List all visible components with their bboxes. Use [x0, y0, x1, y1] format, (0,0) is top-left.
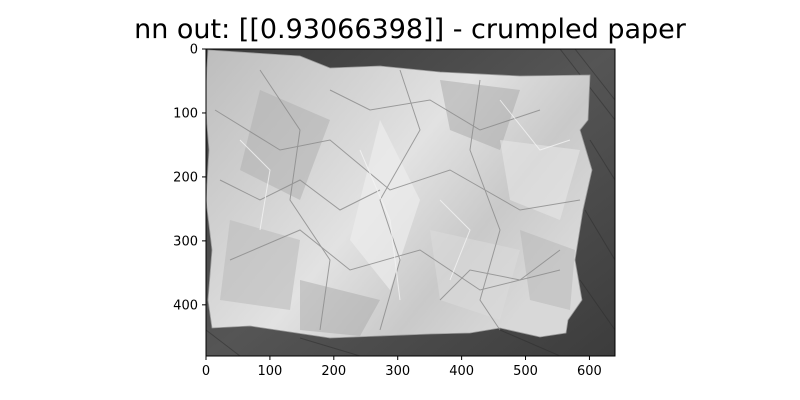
- highlight-lines: [239, 99, 571, 301]
- x-tick-label: 200: [321, 364, 346, 379]
- crumpled-paper-image: [206, 49, 615, 356]
- paper-creases: [220, 80, 580, 336]
- axes-frame: [205, 48, 616, 357]
- crease-lines: [214, 69, 581, 331]
- figure-title: nn out: [[0.93066398]] - crumpled paper: [134, 14, 686, 45]
- x-tick-label: 100: [257, 364, 282, 379]
- x-axis: 0 100 200 300 400 500 600: [202, 356, 602, 379]
- y-tick-label: 200: [173, 170, 198, 185]
- y-tick-label: 300: [173, 234, 198, 249]
- x-tick-label: 600: [577, 364, 602, 379]
- x-tick-label: 400: [449, 364, 474, 379]
- y-tick-label: 100: [173, 106, 198, 121]
- x-tick-label: 300: [385, 364, 410, 379]
- y-tick-label: 0: [190, 43, 198, 58]
- x-tick-label: 0: [202, 364, 210, 379]
- x-tick-label: 500: [513, 364, 538, 379]
- y-axis: 0 100 200 300 400: [173, 43, 206, 313]
- y-tick-label: 400: [173, 298, 198, 313]
